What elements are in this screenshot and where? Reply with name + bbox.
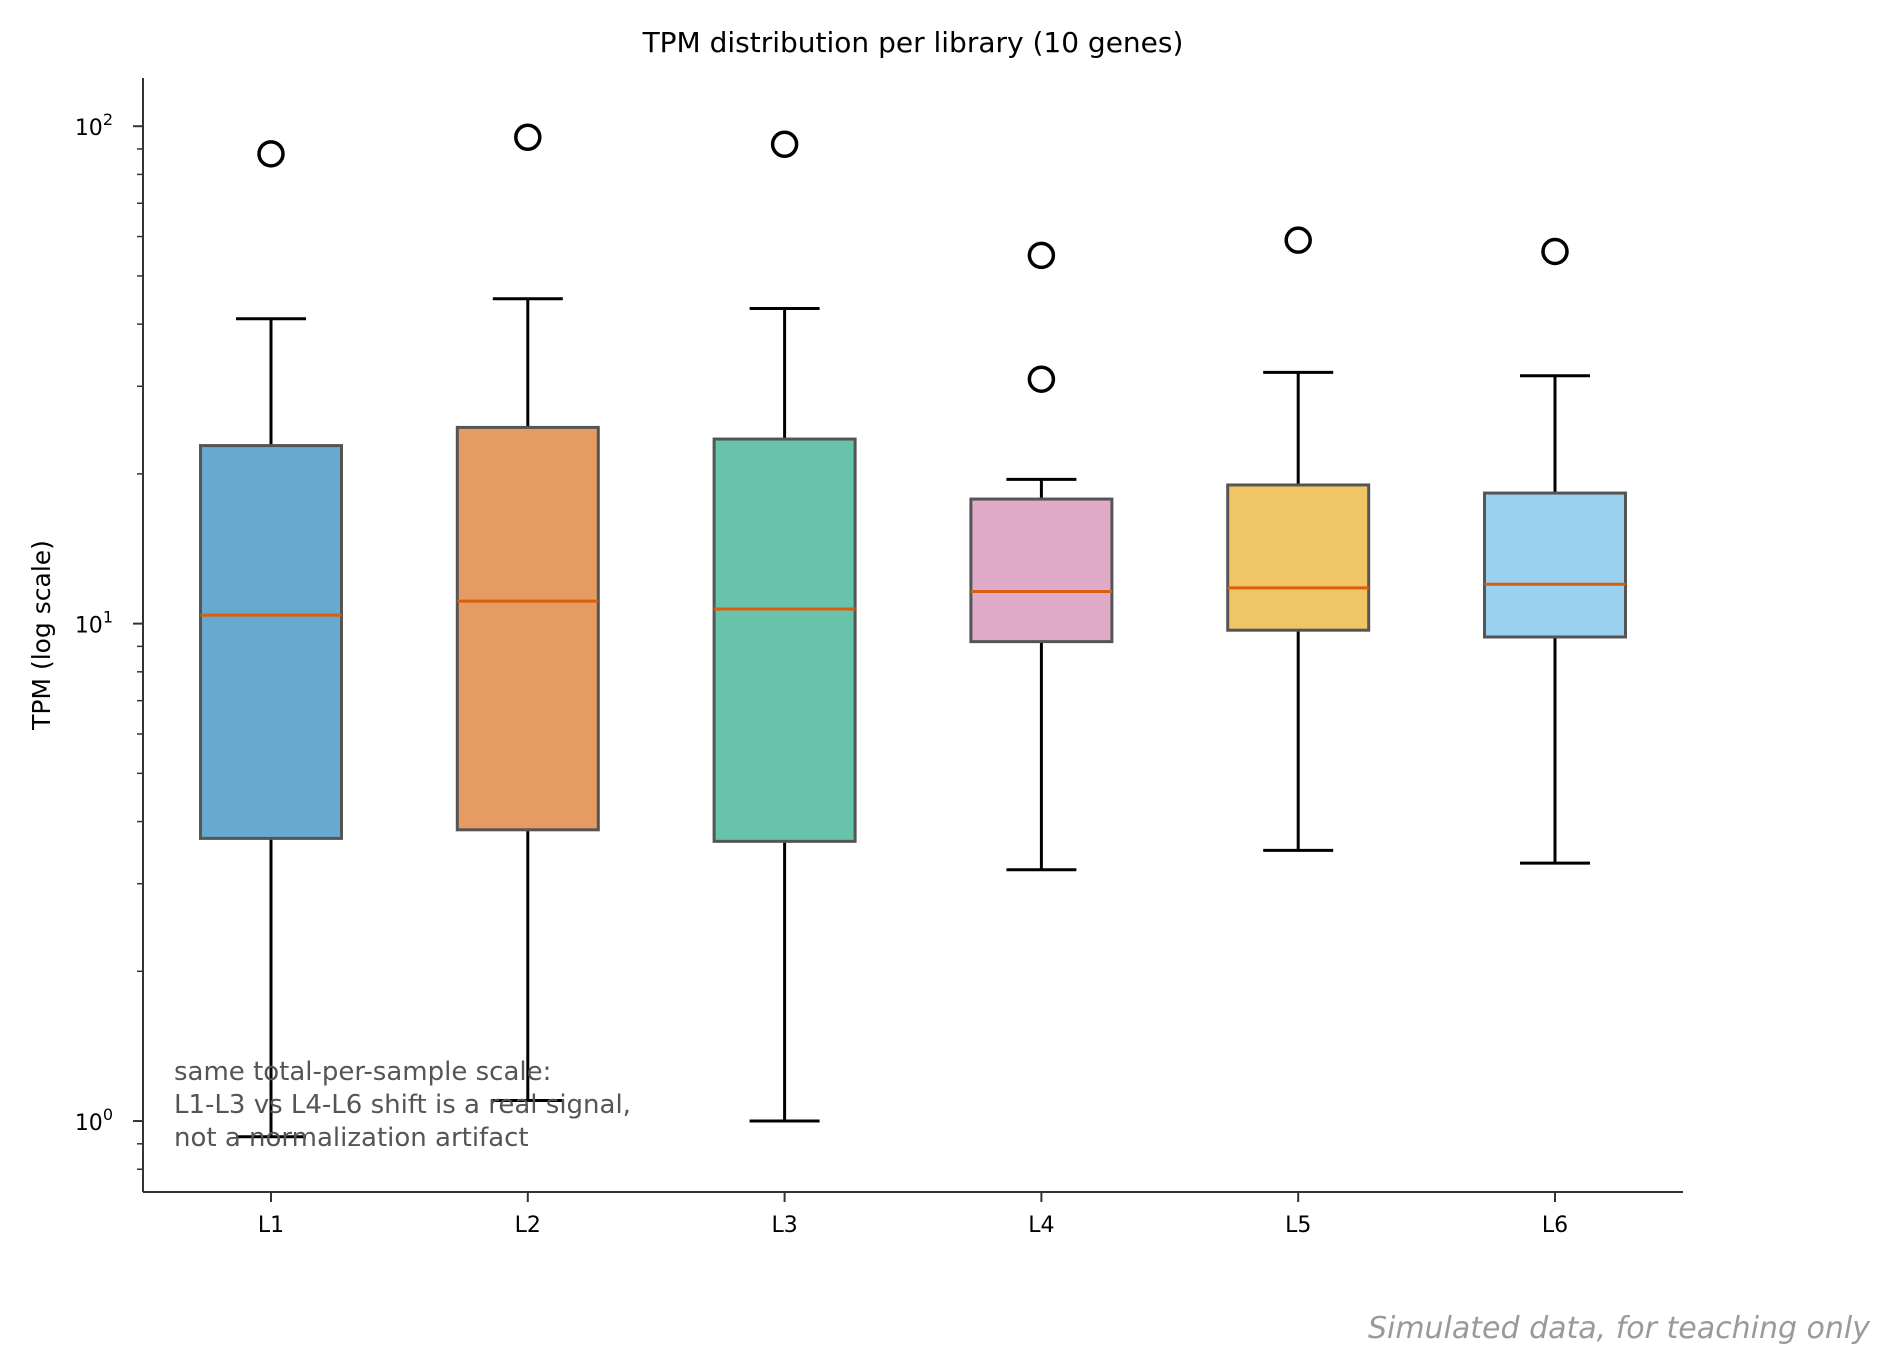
iqr-box [712,437,857,843]
axes-layer: 100 101 102 L1 L2 L3 L4 L5 L6 [75,78,1683,1238]
footer-note: Simulated data, for teaching only [1368,1311,1871,1346]
outlier-point [1541,237,1569,266]
chart-title: TPM distribution per library (10 genes) [642,26,1184,59]
y-tick-label: 101 [75,608,113,639]
iqr-box [199,444,343,840]
outlier-point [514,123,542,152]
y-axis-label: TPM (log scale) [27,540,56,731]
x-tick-label: L1 [258,1213,284,1238]
box-l1 [199,140,343,1139]
iqr-box [455,425,600,832]
box-l4 [969,241,1114,872]
annotation-line-2: L1-L3 vs L4-L6 shift is a real signal, [174,1090,631,1120]
x-tick-label: L5 [1285,1213,1311,1238]
x-tick-label: L6 [1542,1213,1568,1238]
iqr-box [1483,491,1627,639]
annotation-line-3: not a normalization artifact [174,1123,529,1153]
iqr-box [1226,483,1371,632]
iqr-box [969,497,1114,644]
annotation-line-1: same total-per-sample scale: [174,1057,551,1087]
outlier-point [1284,226,1312,254]
outlier-point [1027,365,1056,393]
y-tick-label: 100 [75,1105,113,1136]
x-tick-label: L2 [515,1213,541,1238]
outlier-point [770,130,799,158]
boxes-layer [199,123,1627,1139]
outlier-point [1027,241,1056,270]
box-l2 [455,123,600,1102]
y-tick-label: 102 [75,110,113,141]
x-tick-label: L3 [771,1213,797,1238]
x-tick-label: L4 [1028,1213,1054,1238]
box-l6 [1483,237,1627,865]
box-l5 [1226,226,1371,852]
box-l3 [712,130,857,1123]
outlier-point [257,140,285,168]
